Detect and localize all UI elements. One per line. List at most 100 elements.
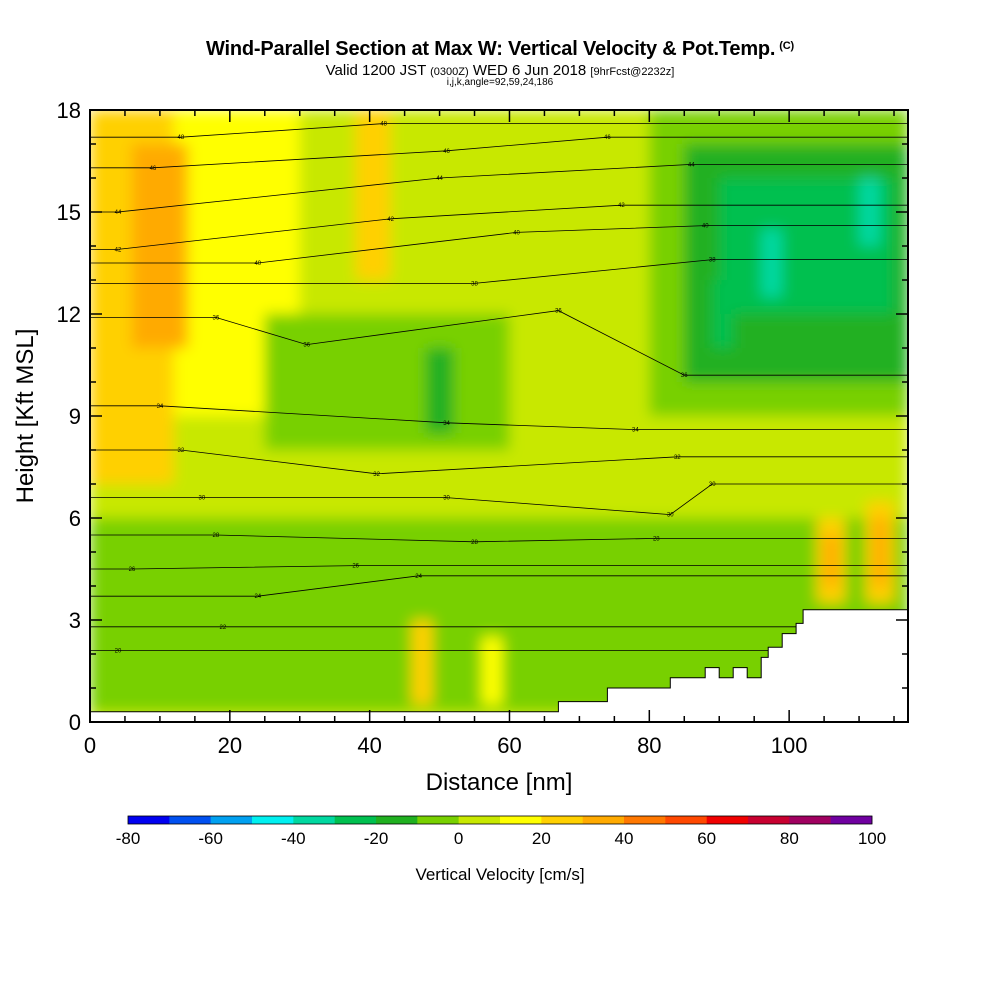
x-tick-label: 100 <box>771 733 808 758</box>
theta-contour-label: 28 <box>653 536 660 542</box>
theta-contour-label: 22 <box>219 625 226 631</box>
theta-contour-label: 48 <box>380 122 387 128</box>
colorbar-tick-label: -60 <box>198 829 223 848</box>
theta-contour-label: 34 <box>632 428 639 434</box>
theta-contour-label: 42 <box>618 203 625 209</box>
theta-contour-label: 28 <box>471 540 478 546</box>
valid-prefix: Valid 1200 JST <box>325 62 426 79</box>
theta-contour-label: 46 <box>150 166 157 172</box>
x-tick-label: 60 <box>497 733 521 758</box>
theta-contour-label: 46 <box>604 135 611 141</box>
valid-utc: (0300Z) <box>430 66 469 78</box>
theta-contour-label: 38 <box>709 258 716 264</box>
theta-contour-labels: 20 22 24 24 26 26 28 28 28 30 30 30 30 32 32 32 34 34 34 36… <box>115 122 717 655</box>
velocity-region <box>859 178 881 246</box>
theta-contour-line <box>90 225 908 264</box>
theta-contour-label: 32 <box>178 448 185 454</box>
x-axis: 0 20 40 60 80 100 <box>84 110 895 758</box>
theta-contour-line <box>90 123 908 138</box>
theta-contour-label: 36 <box>303 343 310 349</box>
theta-contour-line <box>90 164 908 213</box>
colorbar-swatch <box>541 816 583 824</box>
theta-contour-label: 42 <box>115 247 122 253</box>
theta-contour-label: 30 <box>709 482 716 488</box>
colorbar-tick-label: -20 <box>364 829 389 848</box>
x-tick-label: 40 <box>357 733 381 758</box>
theta-contour-label: 28 <box>213 533 220 539</box>
colorbar-swatch <box>169 816 211 824</box>
y-tick-label: 15 <box>57 200 81 225</box>
colorbar-swatch <box>252 816 294 824</box>
colorbar-swatch <box>665 816 707 824</box>
theta-contour-line <box>90 483 908 516</box>
theta-contour-label: 20 <box>115 649 122 655</box>
colorbar-swatch <box>293 816 335 824</box>
y-tick-label: 3 <box>69 608 81 633</box>
theta-contour-label: 32 <box>674 455 681 461</box>
theta-contour-line <box>90 575 908 597</box>
colorbar-frame <box>127 815 873 825</box>
terrain-mask <box>90 609 908 722</box>
colorbar-swatch <box>624 816 666 824</box>
chart-title-text: Wind-Parallel Section at Max W: Vertical… <box>206 38 776 60</box>
colorbar-swatch <box>500 816 542 824</box>
y-tick-label: 6 <box>69 506 81 531</box>
theta-contour-label: 38 <box>471 281 478 287</box>
colorbar-swatch <box>210 816 253 824</box>
theta-contour-label: 26 <box>129 567 136 573</box>
colorbar-tick-label: -40 <box>281 829 306 848</box>
colorbar-tick-label: 80 <box>780 829 799 848</box>
velocity-region <box>264 314 510 450</box>
velocity-region <box>411 620 433 705</box>
y-tick-label: 18 <box>57 98 81 123</box>
theta-contour-label: 30 <box>199 496 206 502</box>
velocity-region <box>873 518 888 586</box>
theta-contour-label: 44 <box>436 176 443 182</box>
copyright-mark: (C) <box>779 40 794 52</box>
colorbar-swatch <box>582 816 625 824</box>
colorbar: -80 -60 -40 -20 0 20 40 60 80 100 <box>116 815 886 848</box>
theta-contour-label: 36 <box>681 373 688 379</box>
colorbar-tick-label: -80 <box>116 829 141 848</box>
theta-contour-label: 40 <box>254 261 261 267</box>
theta-contours <box>90 123 908 651</box>
theta-contour-label: 24 <box>415 574 422 580</box>
theta-contour-line <box>90 136 908 169</box>
theta-contour-label: 36 <box>213 315 220 321</box>
colorbar-swatch <box>334 816 377 824</box>
theta-contour-label: 30 <box>443 496 450 502</box>
velocity-region <box>131 144 188 348</box>
theta-contour-label: 34 <box>443 421 450 427</box>
y-tick-label: 0 <box>69 710 81 735</box>
velocity-region <box>824 535 839 586</box>
theta-contour-line <box>90 449 908 475</box>
colorbar-swatch <box>376 816 418 824</box>
colorbar-swatch <box>417 816 459 824</box>
theta-contour-line <box>90 259 908 284</box>
y-tick-label: 12 <box>57 302 81 327</box>
chart-title: Wind-Parallel Section at Max W: Vertical… <box>0 38 1000 61</box>
valid-date: WED 6 Jun 2018 <box>472 62 587 79</box>
velocity-region <box>761 229 783 297</box>
theta-contour-label: 48 <box>178 135 185 141</box>
theta-contour-label: 36 <box>555 309 562 315</box>
colorbar-swatch <box>128 816 170 824</box>
theta-contour-line <box>90 565 908 570</box>
theta-contour-label: 34 <box>157 404 164 410</box>
theta-contour-line <box>90 204 908 250</box>
theta-contour-label: 44 <box>688 162 695 168</box>
colorbar-swatch <box>789 816 831 824</box>
x-tick-label: 0 <box>84 733 96 758</box>
colorbar-label: Vertical Velocity [cm/s] <box>415 865 584 884</box>
y-axis-label: Height [Kft MSL] <box>12 329 39 504</box>
colorbar-swatch <box>706 816 749 824</box>
section-params: i,j,k,angle=92,59,24,186 <box>446 77 554 88</box>
colorbar-tick-label: 60 <box>697 829 716 848</box>
theta-contour-label: 40 <box>513 230 520 236</box>
x-tick-label: 80 <box>637 733 661 758</box>
theta-contour-label: 24 <box>254 594 261 600</box>
colorbar-swatch <box>458 816 501 824</box>
x-axis-label: Distance [nm] <box>426 769 573 796</box>
